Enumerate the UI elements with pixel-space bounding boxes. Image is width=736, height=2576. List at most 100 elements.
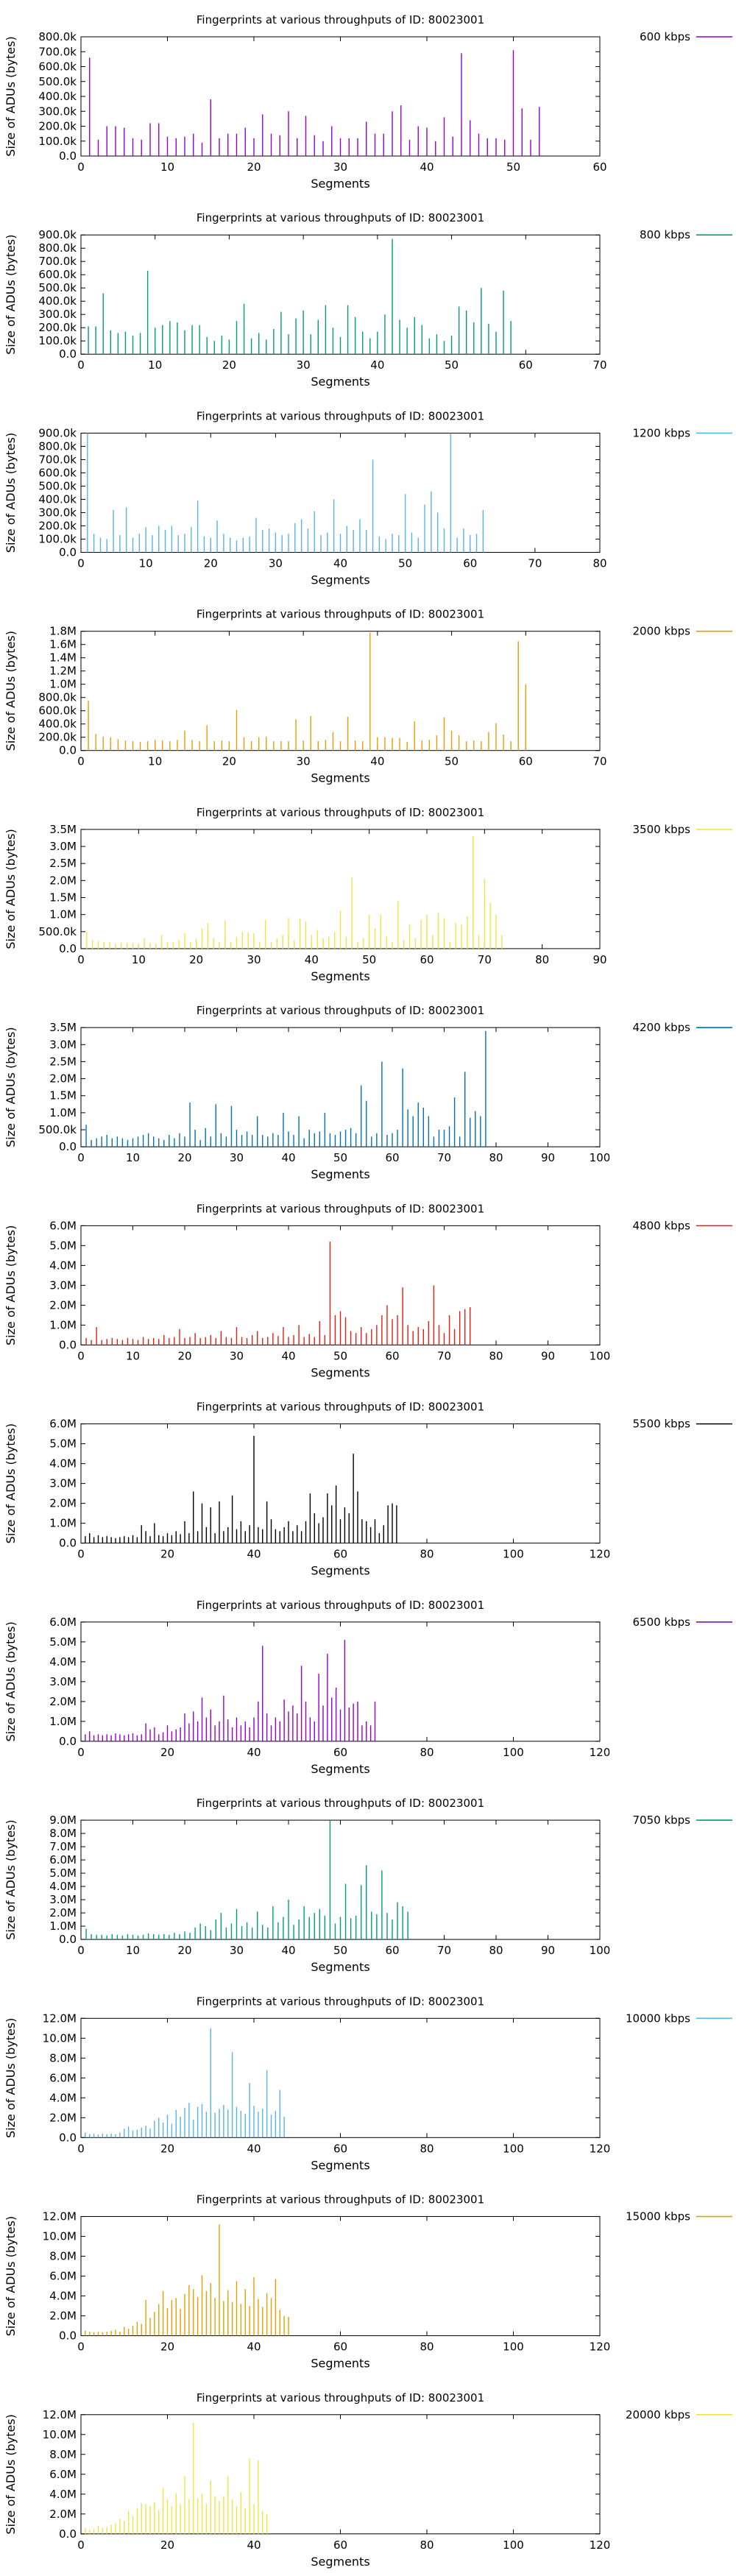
legend-label: 20000 kbps [626, 2408, 690, 2421]
plot-frame [80, 1027, 601, 1147]
x-tick-label: 30 [297, 358, 311, 372]
x-tick-label: 50 [362, 953, 376, 966]
x-axis-label: Segments [311, 2158, 369, 2172]
x-tick-label: 0 [77, 358, 85, 372]
y-tick-label: 500.0k [38, 1123, 77, 1136]
x-tick-label: 60 [333, 2538, 347, 2552]
x-tick-label: 120 [590, 1548, 611, 1561]
y-tick-label: 2.0M [49, 2508, 77, 2521]
y-tick-label: 3.0M [49, 1893, 77, 1906]
chart-title: Fingerprints at various throughputs of I… [197, 1401, 484, 1414]
x-axis-label: Segments [311, 1564, 369, 1578]
x-tick-label: 40 [281, 1349, 295, 1362]
x-tick-label: 0 [77, 556, 85, 570]
y-tick-label: 8.0M [49, 2448, 77, 2461]
legend-label: 15000 kbps [626, 2210, 690, 2223]
chart-title: Fingerprints at various throughputs of I… [197, 211, 484, 224]
x-tick-label: 90 [592, 953, 606, 966]
y-tick-label: 1.8M [49, 625, 77, 638]
plot-frame [80, 631, 601, 751]
y-tick-label: 3.0M [49, 1038, 77, 1051]
x-tick-label: 80 [489, 1151, 503, 1164]
x-tick-label: 40 [247, 2142, 261, 2155]
y-tick-label: 4.0M [49, 2091, 77, 2104]
x-tick-label: 120 [590, 2538, 611, 2552]
chart-panel: Fingerprints at various throughputs of I… [4, 1995, 732, 2172]
y-tick-label: 200.0k [38, 120, 77, 133]
x-tick-label: 40 [247, 1548, 261, 1561]
x-tick-label: 30 [230, 1944, 244, 1957]
x-axis-label: Segments [311, 573, 369, 587]
y-tick-label: 4.0M [49, 2488, 77, 2501]
y-tick-label: 800.0k [38, 439, 77, 453]
y-tick-label: 3.0M [49, 1278, 77, 1292]
y-tick-label: 10.0M [43, 2428, 77, 2441]
legend-label: 10000 kbps [626, 2011, 690, 2025]
y-tick-label: 3.5M [49, 1021, 77, 1034]
y-tick-label: 1.6M [49, 638, 77, 651]
y-tick-label: 700.0k [38, 45, 77, 58]
x-tick-label: 0 [77, 1151, 85, 1164]
y-tick-label: 100.0k [38, 532, 77, 545]
chart-title: Fingerprints at various throughputs of I… [197, 1599, 484, 1612]
x-tick-label: 70 [528, 556, 542, 570]
y-axis-label: Size of ADUs (bytes) [4, 2414, 18, 2534]
y-tick-label: 2.0M [49, 1695, 77, 1708]
x-tick-label: 50 [333, 1151, 347, 1164]
x-tick-label: 120 [590, 2142, 611, 2155]
legend-label: 2000 kbps [633, 625, 691, 638]
x-tick-label: 80 [420, 2538, 434, 2552]
x-tick-label: 40 [370, 755, 384, 768]
x-tick-label: 20 [189, 953, 203, 966]
y-tick-label: 700.0k [38, 255, 77, 268]
y-axis-label: Size of ADUs (bytes) [4, 1423, 18, 1543]
y-tick-label: 4.0M [49, 1457, 77, 1471]
x-tick-label: 40 [420, 160, 434, 174]
y-tick-label: 1.0M [49, 1517, 77, 1530]
chart-title: Fingerprints at various throughputs of I… [197, 806, 484, 819]
x-tick-label: 40 [370, 358, 384, 372]
y-tick-label: 900.0k [38, 228, 77, 241]
x-tick-label: 80 [420, 2340, 434, 2354]
x-tick-label: 30 [269, 556, 283, 570]
y-tick-label: 0.0 [59, 149, 77, 163]
x-tick-label: 50 [445, 358, 459, 372]
x-tick-label: 100 [503, 1548, 524, 1561]
y-tick-label: 100.0k [38, 135, 77, 148]
y-tick-label: 600.0k [38, 268, 77, 281]
x-tick-label: 20 [177, 1349, 191, 1362]
y-tick-label: 7.0M [49, 1840, 77, 1853]
x-tick-label: 10 [139, 556, 153, 570]
y-tick-label: 5.0M [49, 1437, 77, 1451]
y-tick-label: 2.0M [49, 1072, 77, 1086]
x-tick-label: 0 [77, 1349, 85, 1362]
x-tick-label: 50 [506, 160, 520, 174]
y-tick-label: 0.0 [59, 1537, 77, 1550]
y-axis-label: Size of ADUs (bytes) [4, 631, 18, 751]
x-tick-label: 40 [247, 2538, 261, 2552]
y-tick-label: 600.0k [38, 704, 77, 718]
x-tick-label: 20 [177, 1944, 191, 1957]
x-tick-label: 100 [503, 2340, 524, 2354]
chart-panel: Fingerprints at various throughputs of I… [4, 1599, 732, 1776]
y-tick-label: 600.0k [38, 466, 77, 479]
y-tick-label: 5.0M [49, 1866, 77, 1880]
x-tick-label: 120 [590, 2340, 611, 2354]
y-tick-label: 4.0M [49, 1655, 77, 1669]
y-tick-label: 6.0M [49, 2468, 77, 2481]
y-axis-label: Size of ADUs (bytes) [4, 1225, 18, 1345]
x-tick-label: 80 [420, 2142, 434, 2155]
y-tick-label: 1.4M [49, 651, 77, 665]
y-tick-label: 0.0 [59, 2131, 77, 2144]
y-tick-label: 600.0k [38, 60, 77, 74]
y-tick-label: 6.0M [49, 1418, 77, 1431]
x-tick-label: 50 [333, 1944, 347, 1957]
y-tick-label: 0.0 [59, 942, 77, 955]
y-tick-label: 0.0 [59, 347, 77, 361]
x-tick-label: 80 [535, 953, 549, 966]
chart-panel: Fingerprints at various throughputs of I… [4, 409, 732, 587]
chart-panel: Fingerprints at various throughputs of I… [4, 13, 732, 191]
x-tick-label: 20 [247, 160, 261, 174]
x-tick-label: 100 [503, 2538, 524, 2552]
x-tick-label: 20 [160, 1548, 174, 1561]
